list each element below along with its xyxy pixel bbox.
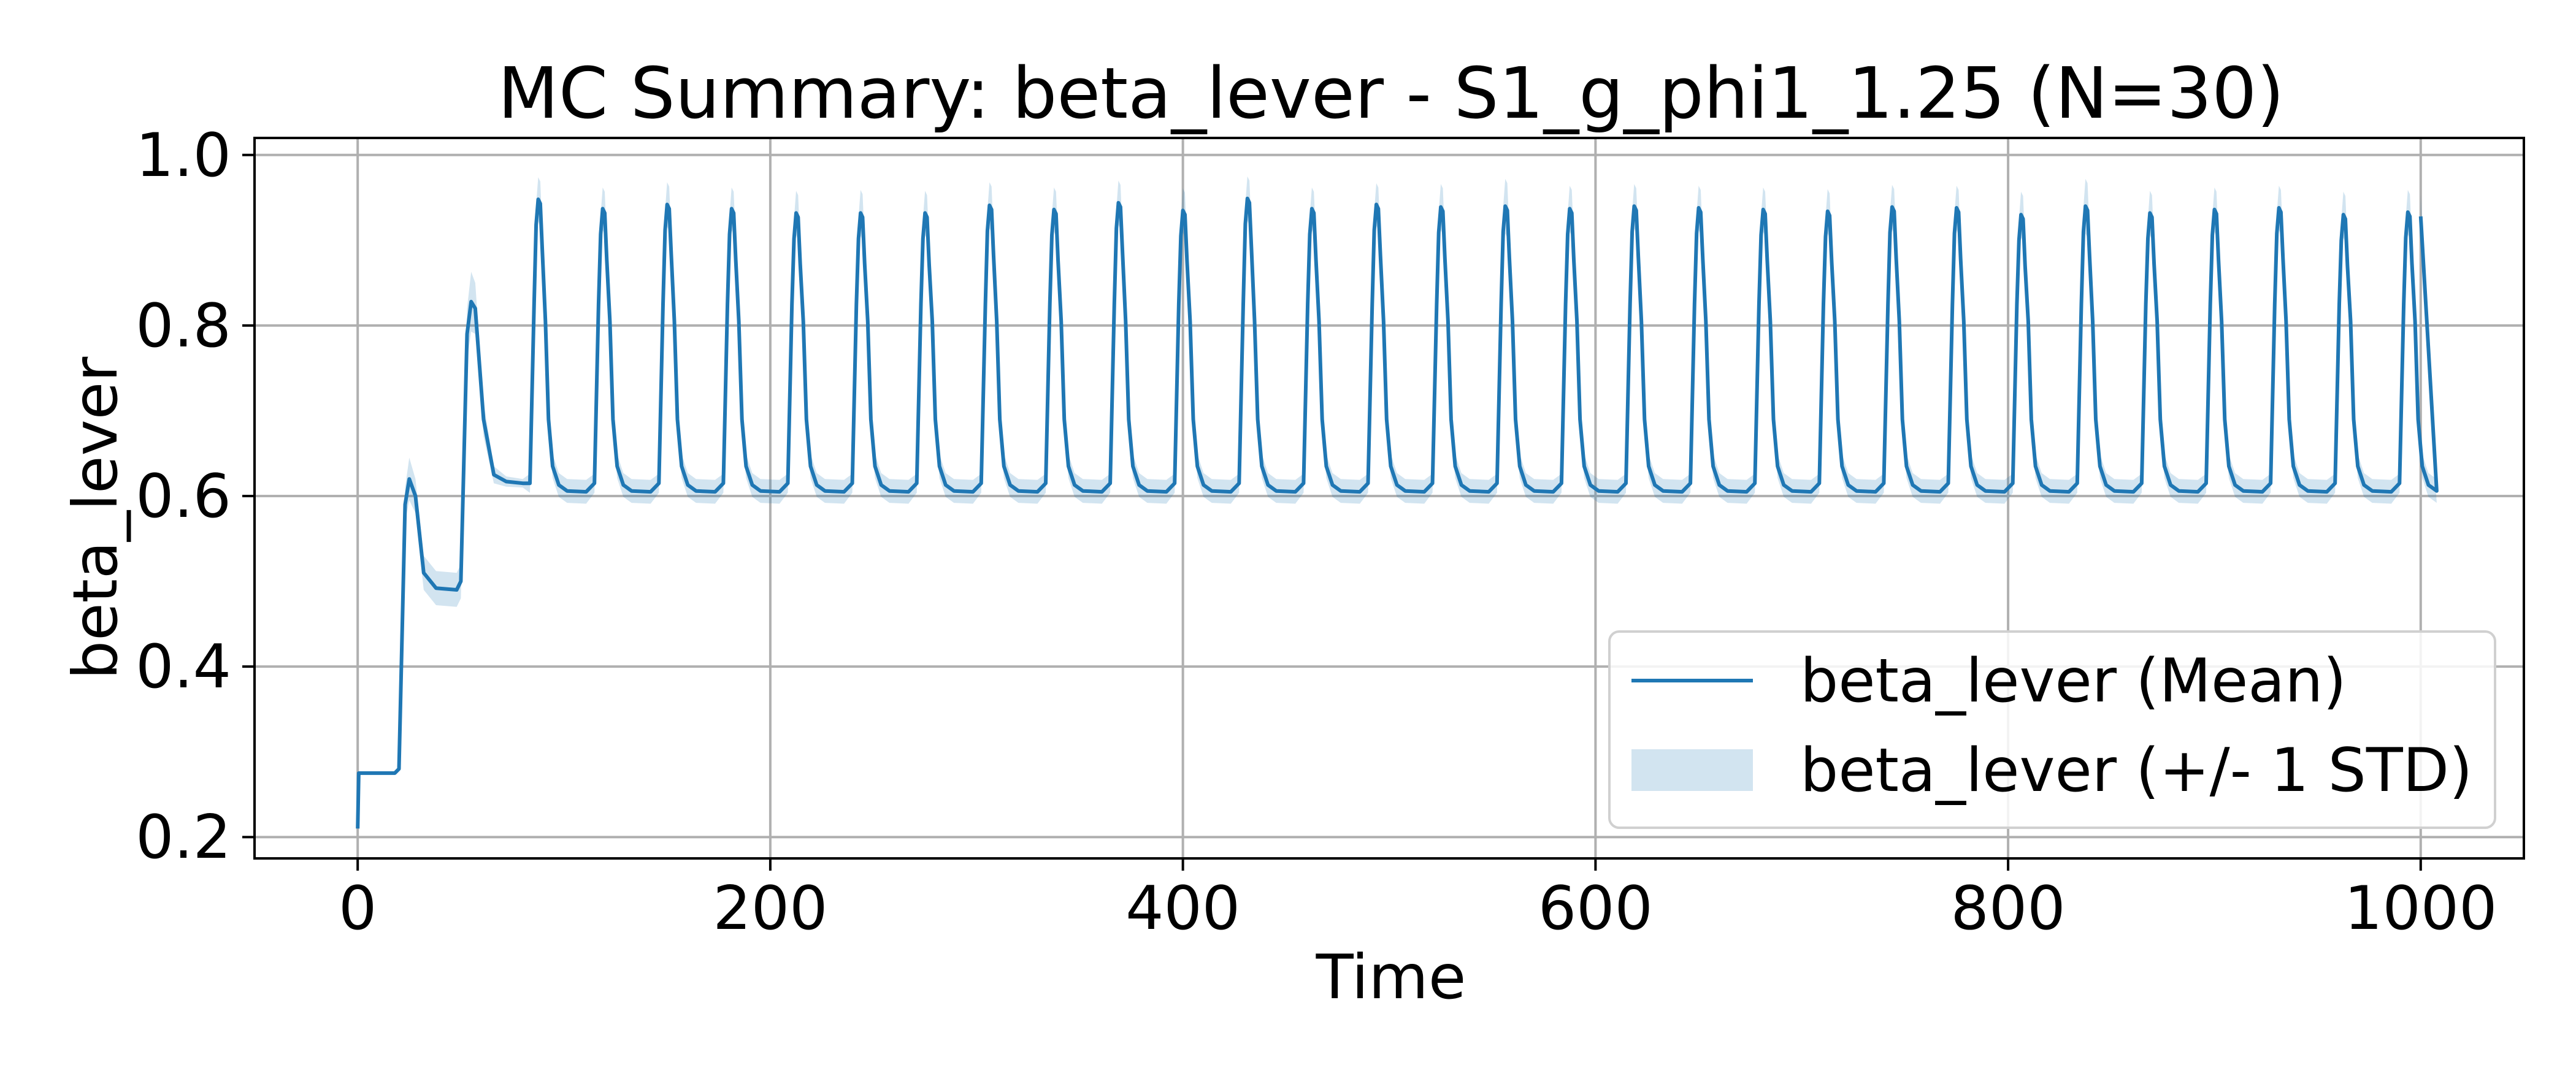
y-tick-label: 0.8 [136,291,231,361]
x-tick-label: 1000 [2344,874,2497,944]
y-tick-label: 0.2 [136,803,231,873]
x-tick-label: 600 [1538,874,1653,944]
legend-label-mean: beta_lever (Mean) [1800,646,2347,716]
chart-title: MC Summary: beta_lever - S1_g_phi1_1.25 … [498,53,2285,135]
x-tick-label: 800 [1951,874,2066,944]
y-tick-label: 1.0 [136,121,231,191]
legend-label-std: beta_lever (+/- 1 STD) [1800,736,2472,806]
x-axis-label: Time [1316,941,1466,1013]
y-tick-label: 0.4 [136,632,231,702]
plot-frame [253,137,2525,860]
legend-band-swatch [1631,749,1753,791]
y-tick-label: 0.6 [136,462,231,532]
x-tick-label: 400 [1125,874,1240,944]
legend-frame [1608,630,2496,829]
mean-line [356,196,2439,829]
x-tick-label: 200 [713,874,827,944]
y-axis-label: beta_lever [59,356,131,679]
x-tick-label: 0 [339,874,377,944]
std-band [358,176,2437,829]
std-band-layer [358,176,2437,829]
legend: beta_lever (Mean) beta_lever (+/- 1 STD) [1608,630,2496,829]
mean-line-layer [356,196,2439,829]
axes: 0 200 400 600 800 1000 0.2 0.4 0.6 0.8 1.0 [136,121,2525,944]
